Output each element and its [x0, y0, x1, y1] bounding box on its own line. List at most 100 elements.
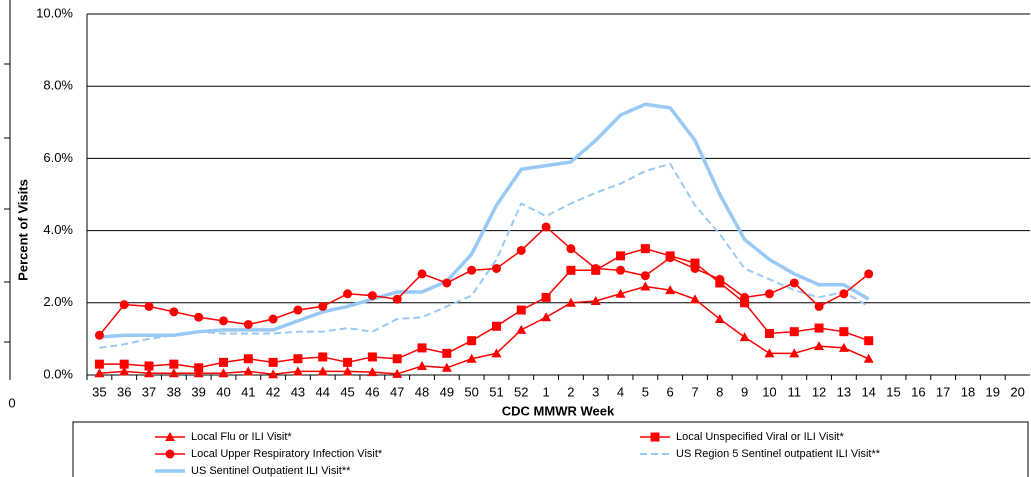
- marker: [541, 312, 552, 322]
- marker: [293, 354, 303, 364]
- marker: [194, 363, 204, 373]
- marker: [616, 251, 626, 261]
- marker: [94, 359, 104, 369]
- marker: [392, 368, 403, 378]
- clipped-tick-label: 0: [8, 395, 15, 410]
- x-tick-label: 42: [266, 384, 280, 399]
- marker: [417, 343, 427, 353]
- marker: [566, 244, 576, 254]
- marker: [541, 222, 551, 232]
- x-tick-label: 38: [167, 384, 181, 399]
- marker: [169, 307, 179, 317]
- y-tick-label: 4.0%: [43, 222, 73, 237]
- marker: [838, 342, 849, 352]
- marker: [165, 449, 175, 459]
- marker: [650, 432, 660, 442]
- marker: [491, 348, 502, 358]
- marker: [789, 348, 800, 358]
- x-tick-label: 45: [340, 384, 354, 399]
- marker: [194, 312, 204, 322]
- x-tick-label: 16: [911, 384, 925, 399]
- series-line: [99, 102, 870, 339]
- x-tick-label: 41: [241, 384, 255, 399]
- marker: [839, 289, 849, 299]
- x-tick-label: 37: [142, 384, 156, 399]
- marker: [417, 360, 428, 370]
- y-tick-label: 2.0%: [43, 294, 73, 309]
- marker: [690, 258, 700, 268]
- marker: [863, 353, 874, 363]
- legend-label: US Region 5 Sentinel outpatient ILI Visi…: [676, 448, 881, 460]
- marker: [590, 295, 601, 305]
- x-tick-label: 2: [567, 384, 574, 399]
- legend-label: US Sentinel Outpatient ILI Visit**: [191, 465, 351, 477]
- x-tick-label: 14: [861, 384, 875, 399]
- x-tick-label: 9: [741, 384, 748, 399]
- marker: [565, 297, 576, 307]
- marker: [342, 366, 353, 376]
- marker: [566, 265, 576, 275]
- marker: [466, 353, 477, 363]
- x-tick-label: 20: [1010, 384, 1024, 399]
- marker: [169, 359, 179, 369]
- marker: [616, 265, 626, 275]
- series-line: [99, 285, 869, 376]
- marker: [144, 301, 154, 311]
- marker: [516, 305, 526, 315]
- marker: [367, 352, 377, 362]
- y-tick-label: 0.0%: [43, 366, 73, 381]
- marker: [317, 366, 328, 376]
- x-tick-label: 4: [617, 384, 624, 399]
- marker: [243, 319, 253, 329]
- legend-label: Local Flu or ILI Visit*: [191, 431, 292, 443]
- x-tick-label: 10: [762, 384, 776, 399]
- legend-label: Local Upper Respiratory Infection Visit*: [191, 448, 383, 460]
- marker: [343, 289, 353, 299]
- marker: [119, 300, 129, 310]
- marker: [739, 332, 750, 342]
- x-tick-label: 19: [986, 384, 1000, 399]
- marker: [764, 348, 775, 358]
- marker: [442, 348, 452, 358]
- marker: [218, 357, 228, 367]
- marker: [243, 366, 254, 376]
- marker: [392, 354, 402, 364]
- x-tick-label: 8: [716, 384, 723, 399]
- marker: [864, 269, 874, 279]
- x-tick-label: 5: [642, 384, 649, 399]
- marker: [165, 432, 175, 441]
- marker: [268, 357, 278, 367]
- marker: [367, 291, 377, 301]
- marker: [640, 244, 650, 254]
- marker: [814, 323, 824, 333]
- marker: [94, 330, 104, 340]
- x-tick-label: 18: [961, 384, 975, 399]
- marker: [839, 327, 849, 337]
- marker: [94, 368, 105, 378]
- x-tick-label: 35: [92, 384, 106, 399]
- marker: [640, 281, 651, 291]
- x-axis-title: CDC MMWR Week: [502, 403, 615, 418]
- x-tick-label: 48: [415, 384, 429, 399]
- x-tick-label: 7: [691, 384, 698, 399]
- marker: [441, 362, 452, 372]
- marker: [516, 245, 526, 255]
- series-line: [99, 162, 870, 349]
- marker: [640, 271, 650, 281]
- marker: [193, 368, 204, 378]
- marker: [268, 369, 279, 379]
- marker: [318, 352, 328, 362]
- x-tick-label: 36: [117, 384, 131, 399]
- x-tick-label: 17: [936, 384, 950, 399]
- x-tick-label: 40: [216, 384, 230, 399]
- x-tick-label: 11: [788, 384, 802, 399]
- marker: [864, 336, 874, 346]
- marker: [740, 298, 750, 308]
- marker: [764, 328, 774, 338]
- marker: [467, 265, 477, 275]
- legend-box: [72, 421, 1029, 477]
- y-axis-title: Percent of Visits: [15, 179, 30, 281]
- marker: [516, 324, 527, 334]
- marker: [268, 314, 278, 324]
- marker: [689, 294, 700, 304]
